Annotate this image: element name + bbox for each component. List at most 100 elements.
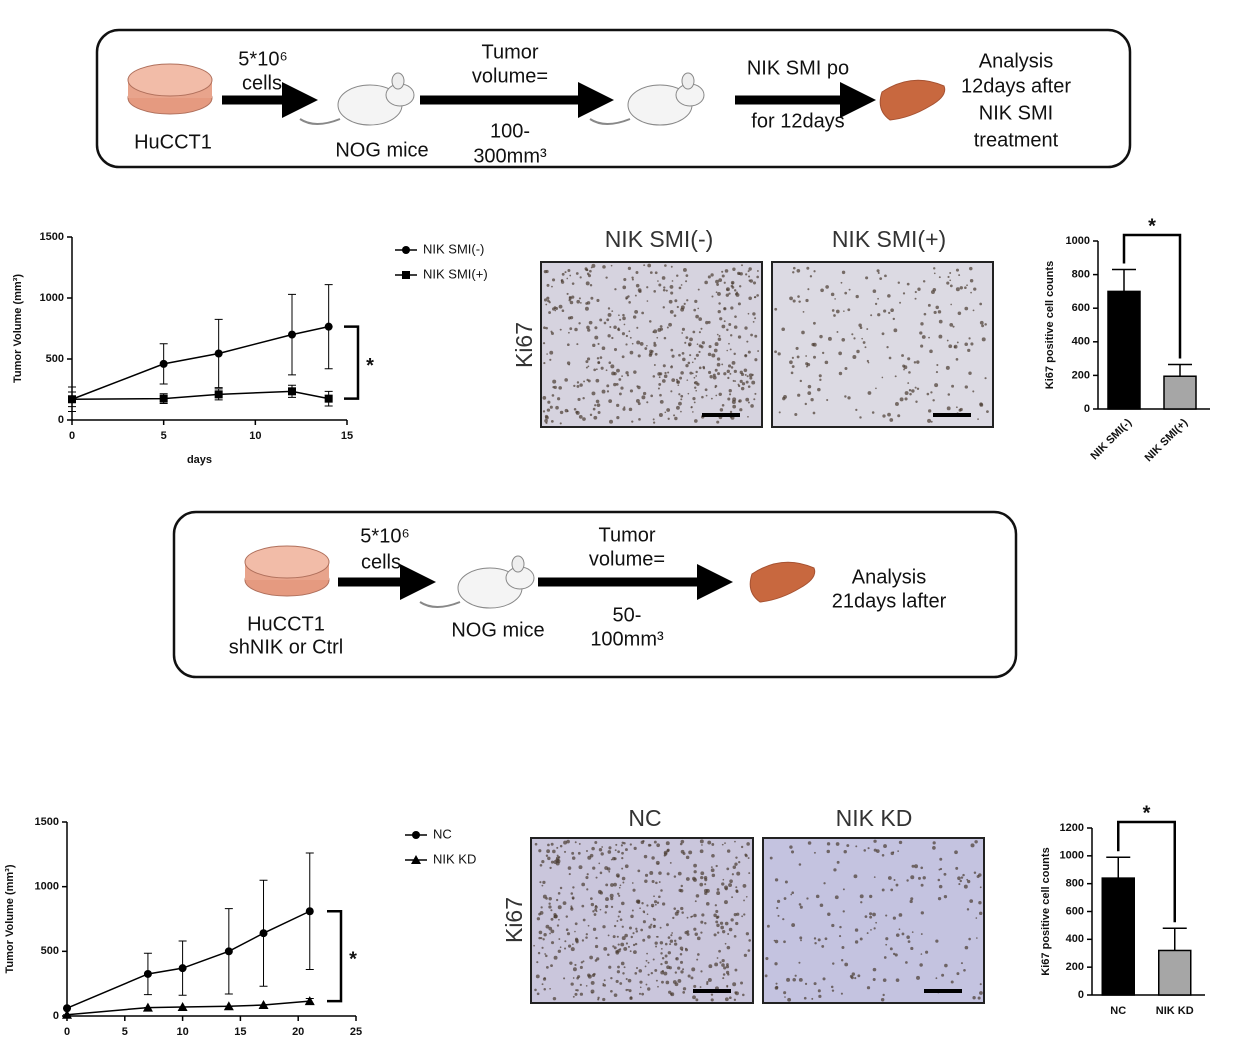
cell-dot <box>778 411 781 414</box>
cell-dot <box>693 401 696 404</box>
cell-dot <box>679 960 684 964</box>
cell-dot <box>615 979 619 983</box>
cell-dot <box>671 932 673 934</box>
cell-dot <box>646 344 648 347</box>
cell-dot <box>723 966 727 970</box>
cell-dot <box>677 979 682 983</box>
y-tick-label: 600 <box>1072 302 1090 314</box>
cell-dot <box>726 849 731 853</box>
cell-dot <box>608 399 613 404</box>
cell-dot <box>958 274 961 277</box>
cell-dot <box>947 275 950 279</box>
cell-dot <box>726 984 729 988</box>
cell-dot <box>625 343 628 346</box>
cell-dot <box>704 388 708 392</box>
cell-dot <box>548 905 552 909</box>
label: 300mm³ <box>473 145 547 167</box>
cell-dot <box>656 843 660 848</box>
cell-dot <box>695 375 698 377</box>
cell-dot <box>541 983 544 986</box>
cell-dot <box>807 288 810 291</box>
cell-dot <box>682 987 687 991</box>
mouse-icon <box>391 72 405 90</box>
annotation: * <box>1148 215 1156 237</box>
cell-dot <box>536 961 539 964</box>
y-axis-label: Ki67 positive cell counts <box>1044 261 1056 389</box>
cell-dot <box>739 408 743 412</box>
cell-dot <box>857 974 861 978</box>
cell-dot <box>920 883 924 887</box>
cell-dot <box>613 946 617 950</box>
cell-dot <box>911 864 915 868</box>
cell-dot <box>840 959 844 962</box>
cell-dot <box>623 406 626 409</box>
cell-dot <box>973 287 977 291</box>
cell-dot <box>597 996 600 999</box>
cell-dot <box>949 279 952 282</box>
cell-dot <box>697 953 700 956</box>
cell-dot <box>568 873 571 876</box>
cell-dot <box>756 294 759 297</box>
cell-dot <box>701 844 703 846</box>
cell-dot <box>545 415 549 420</box>
cell-dot <box>714 962 719 967</box>
cell-dot <box>680 906 684 911</box>
cell-dot <box>977 996 981 1000</box>
annotation: * <box>366 355 374 377</box>
x-tick-label: 10 <box>249 430 261 442</box>
cell-dot <box>639 986 642 989</box>
cell-dot <box>887 294 891 298</box>
cell-dot <box>586 873 589 876</box>
cell-dot <box>699 849 704 854</box>
cell-dot <box>877 313 881 317</box>
cell-dot <box>542 342 546 345</box>
cell-dot <box>599 891 604 895</box>
cell-dot <box>984 323 987 326</box>
cell-dot <box>869 912 873 916</box>
cell-dot <box>541 859 545 864</box>
cell-dot <box>686 932 690 936</box>
cell-dot <box>632 932 635 935</box>
cell-dot <box>614 288 617 291</box>
cell-dot <box>567 316 571 320</box>
cell-dot <box>631 420 634 423</box>
cell-dot <box>586 357 591 361</box>
cell-dot <box>587 328 591 332</box>
cell-dot <box>866 359 869 363</box>
cell-dot <box>695 389 697 392</box>
cell-dot <box>685 336 689 340</box>
cell-dot <box>817 938 821 942</box>
y-axis-label: Tumor Volume (mm³) <box>4 864 16 973</box>
cell-dot <box>719 317 723 321</box>
stain-label: Ki67 <box>501 897 527 943</box>
cell-dot <box>723 372 727 376</box>
cell-dot <box>572 995 575 998</box>
cell-dot <box>811 997 814 1000</box>
cell-dot <box>737 271 741 276</box>
cell-dot <box>805 298 809 303</box>
cell-dot <box>847 396 851 400</box>
cell-dot <box>660 962 663 966</box>
label: Analysis <box>979 50 1053 72</box>
cell-dot <box>550 860 554 864</box>
cell-dot <box>695 314 699 319</box>
liver-icon <box>749 561 816 603</box>
cell-dot <box>946 339 949 342</box>
cell-dot <box>619 982 623 985</box>
cell-dot <box>538 912 542 916</box>
cell-dot <box>631 342 634 345</box>
cell-dot <box>974 840 978 844</box>
cell-dot <box>559 886 563 890</box>
cell-dot <box>915 400 918 403</box>
cell-dot <box>870 929 872 931</box>
dish-icon <box>127 63 213 97</box>
cell-dot <box>723 307 727 311</box>
annotation: * <box>1143 802 1151 824</box>
cell-dot <box>750 333 753 337</box>
cell-dot <box>817 989 821 993</box>
cell-dot <box>871 411 875 414</box>
cell-dot <box>582 397 585 400</box>
cell-dot <box>696 936 701 941</box>
cell-dot <box>622 313 625 317</box>
label: cells <box>242 72 282 94</box>
